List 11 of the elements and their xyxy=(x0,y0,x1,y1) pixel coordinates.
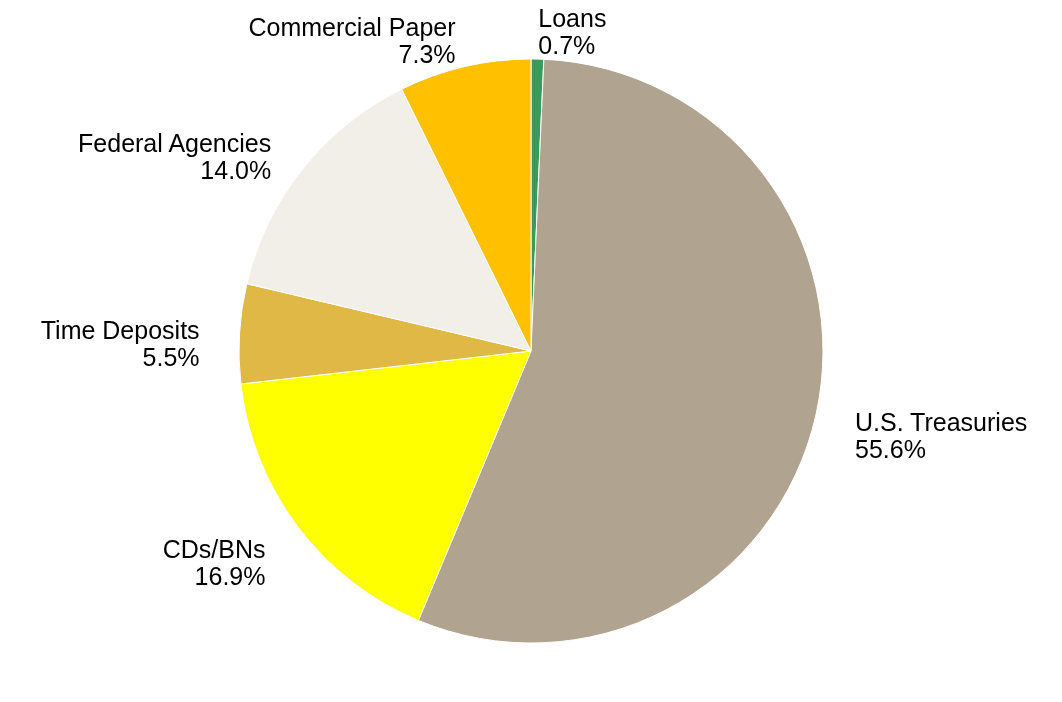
slice-label: CDs/BNs xyxy=(162,535,266,564)
data-label: 14.0% xyxy=(200,156,272,185)
data-label: 16.9% xyxy=(194,562,266,591)
slice-label: Federal Agencies xyxy=(78,129,272,158)
data-label: 5.5% xyxy=(142,343,200,372)
slice-label: U.S. Treasuries xyxy=(855,408,1028,437)
slice-label: Time Deposits xyxy=(40,316,200,345)
slice-label: Loans xyxy=(538,4,607,33)
slice-label: Commercial Paper xyxy=(248,12,456,41)
data-label: 0.7% xyxy=(538,31,596,60)
data-label: 55.6% xyxy=(855,435,926,464)
